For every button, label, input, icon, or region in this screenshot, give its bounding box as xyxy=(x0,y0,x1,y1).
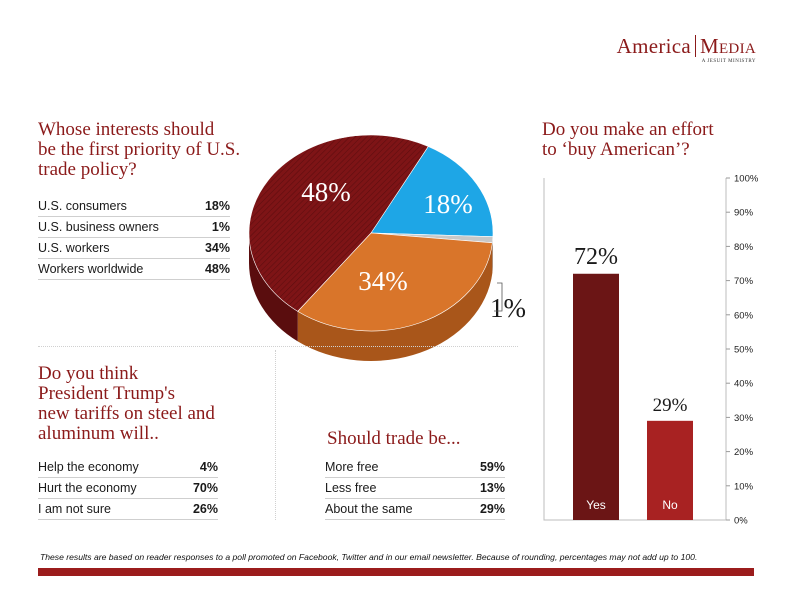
q3-row-value: 59% xyxy=(479,460,505,474)
brand-name-right: Media xyxy=(700,34,756,58)
q1-title: Whose interests should be the first prio… xyxy=(38,119,241,180)
q1-row-label: U.S. consumers xyxy=(38,199,127,213)
section-divider xyxy=(38,346,518,347)
y-tick-label: 10% xyxy=(734,481,754,492)
q3-row-value: 29% xyxy=(479,502,505,516)
footer-bar xyxy=(38,568,754,576)
y-tick-label: 80% xyxy=(734,242,754,253)
y-tick-label: 100% xyxy=(734,174,759,185)
pie-slice-workers-worldwide xyxy=(248,135,429,312)
q3-row-label: More free xyxy=(325,460,379,474)
q2-row-label: I am not sure xyxy=(38,502,111,516)
pie-slice-side xyxy=(492,236,493,273)
y-tick-label: 40% xyxy=(734,379,754,390)
brand-logo: America Media A JESUIT MINISTRY xyxy=(617,34,756,64)
bar-category-label: Yes xyxy=(586,498,606,512)
pie-slice-side xyxy=(297,242,493,361)
brand-name-left: America xyxy=(616,34,691,58)
q2-row-label: Hurt the economy xyxy=(38,481,137,495)
pie-slice-side xyxy=(249,233,298,342)
pie-slice-u-s-workers xyxy=(297,232,493,332)
q3-row: About the same 29% xyxy=(325,499,505,520)
y-tick-label: 90% xyxy=(734,208,754,219)
q1-row-value: 1% xyxy=(211,220,230,234)
q1-row-label: U.S. workers xyxy=(38,241,110,255)
bar-yes xyxy=(573,273,619,520)
y-tick-label: 20% xyxy=(734,447,754,458)
brand-divider xyxy=(695,35,696,57)
q1-row: U.S. workers 34% xyxy=(38,238,230,259)
q4-title: Do you make an effort to ‘buy American’? xyxy=(542,119,714,160)
q2-row-value: 26% xyxy=(192,502,218,516)
bar-value-label: 29% xyxy=(653,395,688,416)
q1-row: U.S. business owners 1% xyxy=(38,217,230,238)
q2-row-value: 70% xyxy=(192,481,218,495)
q3-row-label: About the same xyxy=(325,502,413,516)
column-divider xyxy=(275,350,276,520)
pie-leader-line xyxy=(494,282,503,312)
q3-row: Less free 13% xyxy=(325,478,505,499)
bar-no xyxy=(647,420,693,520)
bar-value-label: 72% xyxy=(574,244,618,270)
q3-title: Should trade be... xyxy=(327,428,461,449)
bar-category-label: No xyxy=(662,498,678,512)
pie-value-label: 1% xyxy=(490,293,526,323)
q1-row-value: 48% xyxy=(204,262,230,276)
q3-row-value: 13% xyxy=(479,481,505,495)
q1-row-value: 18% xyxy=(204,199,230,213)
bar-chart-frame xyxy=(543,178,727,521)
q1-row-label: U.S. business owners xyxy=(38,220,159,234)
pie-value-label: 18% xyxy=(423,189,473,219)
q1-row-value: 34% xyxy=(204,241,230,255)
q2-row: Help the economy 4% xyxy=(38,457,218,478)
y-tick-label: 50% xyxy=(734,345,754,356)
y-tick-label: 70% xyxy=(734,276,754,287)
pie-chart: 18% 1% 34% 48% xyxy=(248,135,526,361)
q3-row-label: Less free xyxy=(325,481,377,495)
q2-row-value: 4% xyxy=(199,460,218,474)
y-tick-label: 30% xyxy=(734,413,754,424)
q1-row: Workers worldwide 48% xyxy=(38,259,230,280)
bar-chart: 0% 10% 20% 30% 40% 50% 60% 70% 80% 90% 100% 72% Yes 2… xyxy=(543,174,759,527)
q2-row-label: Help the economy xyxy=(38,460,139,474)
q2-title: Do you think President Trump's new tarif… xyxy=(38,363,215,444)
q2-row: Hurt the economy 70% xyxy=(38,478,218,499)
q1-row-label: Workers worldwide xyxy=(38,262,144,276)
pie-value-label: 34% xyxy=(358,266,408,296)
y-tick-label: 0% xyxy=(734,516,748,527)
pie-value-label: 48% xyxy=(301,177,351,207)
q3-row: More free 59% xyxy=(325,457,505,478)
q2-row: I am not sure 26% xyxy=(38,499,218,520)
footnote: These results are based on reader respon… xyxy=(40,552,698,562)
brand-tagline: A JESUIT MINISTRY xyxy=(701,59,756,64)
y-tick-label: 60% xyxy=(734,310,754,321)
q1-row: U.S. consumers 18% xyxy=(38,196,230,217)
pie-slice-u-s-consumers xyxy=(370,146,494,237)
